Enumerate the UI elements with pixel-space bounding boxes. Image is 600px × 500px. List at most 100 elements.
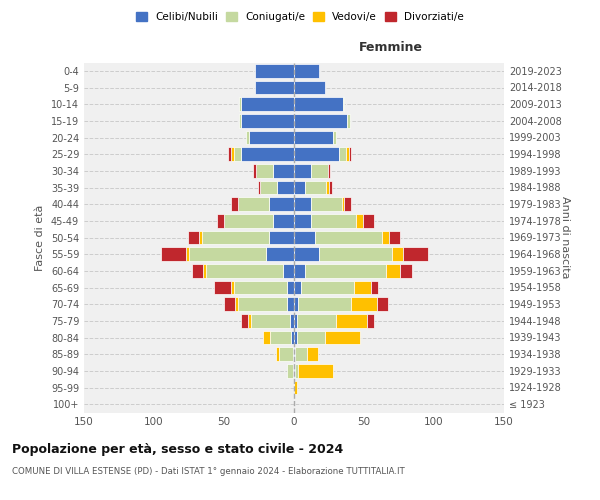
Bar: [231, 280, 234, 294]
Bar: [283, 264, 294, 278]
Bar: [202, 230, 269, 244]
Bar: [241, 314, 248, 328]
Bar: [294, 230, 315, 244]
Bar: [294, 64, 319, 78]
Bar: [247, 130, 249, 144]
Bar: [234, 280, 287, 294]
Bar: [389, 230, 400, 244]
Bar: [294, 114, 347, 128]
Bar: [315, 230, 382, 244]
Bar: [249, 130, 294, 144]
Bar: [297, 314, 336, 328]
Bar: [294, 280, 301, 294]
Bar: [269, 198, 294, 211]
Bar: [325, 330, 360, 344]
Bar: [294, 364, 295, 378]
Bar: [341, 198, 344, 211]
Bar: [235, 298, 238, 311]
Bar: [161, 248, 186, 261]
Bar: [295, 364, 298, 378]
Bar: [295, 348, 307, 361]
Bar: [192, 264, 203, 278]
Bar: [294, 98, 343, 111]
Bar: [354, 280, 371, 294]
Bar: [336, 314, 367, 328]
Bar: [294, 214, 311, 228]
Bar: [217, 214, 224, 228]
Y-axis label: Anni di nascita: Anni di nascita: [560, 196, 570, 278]
Bar: [298, 364, 333, 378]
Bar: [371, 280, 378, 294]
Bar: [234, 148, 241, 161]
Bar: [333, 130, 336, 144]
Bar: [294, 164, 311, 177]
Bar: [301, 280, 354, 294]
Bar: [273, 214, 294, 228]
Bar: [294, 130, 333, 144]
Bar: [251, 314, 290, 328]
Bar: [294, 198, 311, 211]
Bar: [224, 214, 273, 228]
Bar: [344, 198, 352, 211]
Bar: [319, 248, 392, 261]
Bar: [294, 148, 339, 161]
Bar: [382, 230, 389, 244]
Bar: [346, 148, 349, 161]
Bar: [241, 114, 294, 128]
Bar: [294, 80, 325, 94]
Bar: [311, 164, 328, 177]
Text: Femmine: Femmine: [359, 41, 422, 54]
Bar: [290, 314, 294, 328]
Bar: [266, 248, 294, 261]
Bar: [329, 180, 332, 194]
Bar: [294, 330, 297, 344]
Bar: [294, 314, 297, 328]
Bar: [241, 148, 294, 161]
Bar: [294, 248, 319, 261]
Text: Popolazione per età, sesso e stato civile - 2024: Popolazione per età, sesso e stato civil…: [12, 442, 343, 456]
Bar: [241, 98, 294, 111]
Bar: [294, 298, 298, 311]
Bar: [367, 314, 374, 328]
Bar: [326, 180, 329, 194]
Bar: [231, 198, 238, 211]
Bar: [203, 264, 206, 278]
Bar: [294, 348, 295, 361]
Bar: [256, 164, 273, 177]
Bar: [257, 180, 260, 194]
Bar: [238, 198, 269, 211]
Bar: [186, 248, 189, 261]
Bar: [347, 114, 350, 128]
Bar: [305, 264, 386, 278]
Bar: [392, 248, 403, 261]
Bar: [263, 330, 270, 344]
Bar: [293, 348, 294, 361]
Bar: [293, 364, 294, 378]
Bar: [270, 330, 291, 344]
Bar: [199, 230, 202, 244]
Bar: [349, 148, 352, 161]
Bar: [287, 280, 294, 294]
Bar: [362, 214, 374, 228]
Bar: [255, 64, 294, 78]
Bar: [253, 164, 256, 177]
Bar: [356, 214, 362, 228]
Bar: [328, 164, 331, 177]
Bar: [273, 164, 294, 177]
Bar: [298, 298, 352, 311]
Bar: [287, 364, 293, 378]
Bar: [294, 264, 305, 278]
Bar: [269, 230, 294, 244]
Bar: [260, 180, 277, 194]
Bar: [294, 380, 297, 394]
Bar: [377, 298, 388, 311]
Bar: [305, 180, 326, 194]
Bar: [239, 114, 241, 128]
Bar: [228, 148, 231, 161]
Y-axis label: Fasce di età: Fasce di età: [35, 204, 45, 270]
Bar: [352, 298, 377, 311]
Bar: [239, 98, 241, 111]
Bar: [307, 348, 318, 361]
Bar: [214, 280, 231, 294]
Bar: [297, 330, 325, 344]
